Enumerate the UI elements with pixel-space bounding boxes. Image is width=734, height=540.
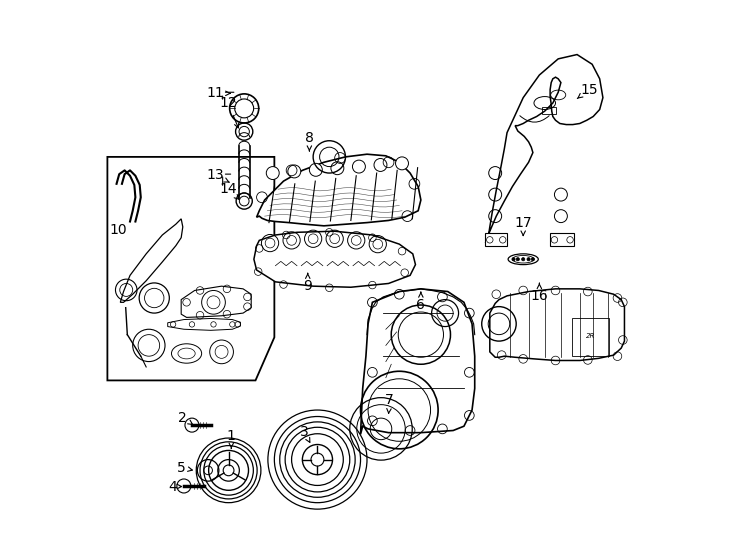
- Polygon shape: [254, 231, 415, 287]
- Text: 1: 1: [227, 429, 236, 448]
- Circle shape: [522, 258, 525, 261]
- Text: 17: 17: [515, 215, 532, 235]
- Text: 16: 16: [531, 284, 548, 303]
- Circle shape: [309, 164, 322, 176]
- Polygon shape: [550, 233, 575, 246]
- Bar: [572, 319, 609, 356]
- Circle shape: [527, 258, 530, 261]
- Text: 2R: 2R: [586, 333, 595, 339]
- Bar: [542, 107, 556, 114]
- Text: 7: 7: [385, 393, 394, 413]
- Polygon shape: [360, 289, 475, 434]
- Polygon shape: [485, 55, 603, 243]
- Text: 9: 9: [303, 273, 312, 293]
- Circle shape: [266, 166, 279, 179]
- Text: 14: 14: [219, 182, 239, 199]
- Text: 13: 13: [206, 168, 229, 183]
- Text: 3: 3: [299, 424, 310, 442]
- Circle shape: [531, 258, 534, 261]
- Polygon shape: [120, 219, 183, 302]
- Text: 4: 4: [169, 480, 181, 494]
- Text: 11: 11: [206, 86, 230, 100]
- Circle shape: [396, 157, 409, 170]
- Polygon shape: [490, 289, 625, 361]
- Circle shape: [516, 258, 520, 261]
- Text: 8: 8: [305, 131, 314, 151]
- Text: 5: 5: [177, 461, 192, 475]
- Polygon shape: [485, 233, 507, 246]
- Circle shape: [374, 159, 387, 171]
- Circle shape: [352, 160, 366, 173]
- Text: 2: 2: [178, 410, 192, 424]
- Polygon shape: [181, 286, 251, 318]
- Text: 10: 10: [109, 222, 127, 237]
- Polygon shape: [257, 154, 421, 226]
- Text: 15: 15: [578, 83, 597, 98]
- Text: 12: 12: [219, 96, 239, 128]
- Text: 6: 6: [416, 292, 425, 312]
- Polygon shape: [167, 319, 241, 330]
- Circle shape: [331, 162, 344, 174]
- Polygon shape: [107, 157, 275, 380]
- Circle shape: [512, 258, 515, 261]
- Circle shape: [288, 165, 301, 178]
